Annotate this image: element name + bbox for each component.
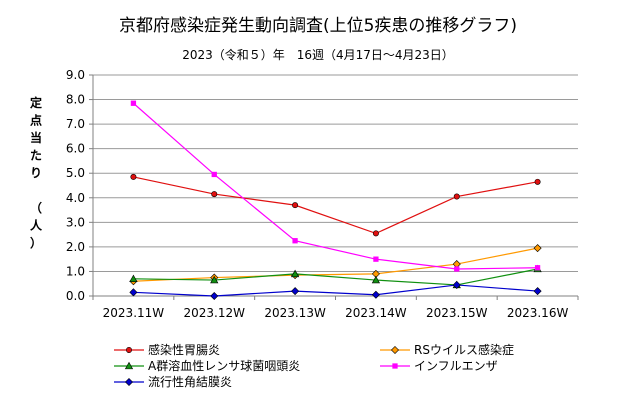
x-tick-label: 2023.14W [345,306,407,320]
data-point [210,275,219,284]
series-3 [130,100,541,272]
x-tick-label: 2023.12W [184,306,246,320]
series-line [133,176,538,235]
series-line [133,247,538,282]
data-point [292,238,298,244]
y-tick-label: 0.0 [66,289,85,303]
legend-item: 感染性胃腸炎 [114,342,220,357]
chart-subtitle: 2023（令和５）年 16週（4月17日～4月23日） [182,47,454,62]
series-line [133,268,538,286]
data-point [454,266,460,272]
data-point [129,274,138,282]
data-point [291,287,300,296]
legend-label: 流行性角結膜炎 [148,375,232,389]
data-point [210,291,219,301]
legend-label: A群溶血性レンサ球菌咽頭炎 [148,358,300,373]
legend: 感染性胃腸炎 RSウイルス感染症 A群溶血性レンサ球菌咽頭炎 インフルエンザ流行性角結… [114,342,514,389]
y-axis-label: 定点当たり （人） [30,95,43,250]
data-point [533,244,542,253]
x-tick-label: 2023.15W [426,306,488,320]
y-axis-title: 定点当たり （人） [30,95,43,250]
data-point [371,290,380,299]
data-point [211,171,217,178]
series-line [133,284,538,297]
data-point [372,230,379,237]
legend-label: インフルエンザ [414,359,498,373]
y-tick-label: 1.0 [66,264,85,278]
data-point [533,287,542,296]
data-point [130,100,137,106]
y-tick-label: 7.0 [66,117,85,131]
x-tick-label: 2023.16W [507,306,569,320]
legend-label: 感染性胃腸炎 [148,342,220,357]
axes: 0.0 1.0 2.0 3.0 4.0 5.0 6.0 7.0 8.0 9.0 2023.11W 20… [66,68,579,320]
grid [93,74,578,272]
data-point [453,193,460,200]
data-point [292,202,299,209]
legend-item: A群溶血性レンサ球菌咽頭炎 [114,358,300,373]
y-tick-label: 3.0 [66,215,85,229]
legend-item: インフルエンザ [380,359,498,373]
data-point [211,191,218,198]
series-0 [130,173,541,237]
series-layer [129,100,542,301]
y-tick-label: 6.0 [66,142,85,156]
data-point [452,280,461,289]
legend-marker [392,363,398,369]
y-tick-label: 2.0 [66,240,85,254]
legend-marker [390,345,400,355]
data-point [290,269,300,278]
x-tick-label: 2023.13W [264,306,326,320]
legend-marker [126,346,133,353]
series-4 [129,280,542,301]
y-tick-label: 9.0 [66,68,85,82]
data-point [129,288,138,297]
legend-marker [124,377,134,387]
legend-item: RSウイルス感染症 [380,342,514,357]
x-tick-label: 2023.11W [103,306,165,320]
legend-item: 流行性角結膜炎 [114,375,232,389]
data-point [371,275,381,284]
legend-marker [124,361,134,370]
y-tick-label: 8.0 [66,93,85,107]
legend-label: RSウイルス感染症 [414,342,514,357]
series-line [133,102,538,270]
chart-title: 京都府感染症発生動向調査(上位5疾患の推移グラフ) [119,16,517,36]
data-point [130,173,137,180]
data-point [534,178,541,185]
data-point [373,256,379,262]
data-point [534,265,541,271]
y-tick-label: 4.0 [66,191,85,205]
y-tick-label: 5.0 [66,166,85,180]
